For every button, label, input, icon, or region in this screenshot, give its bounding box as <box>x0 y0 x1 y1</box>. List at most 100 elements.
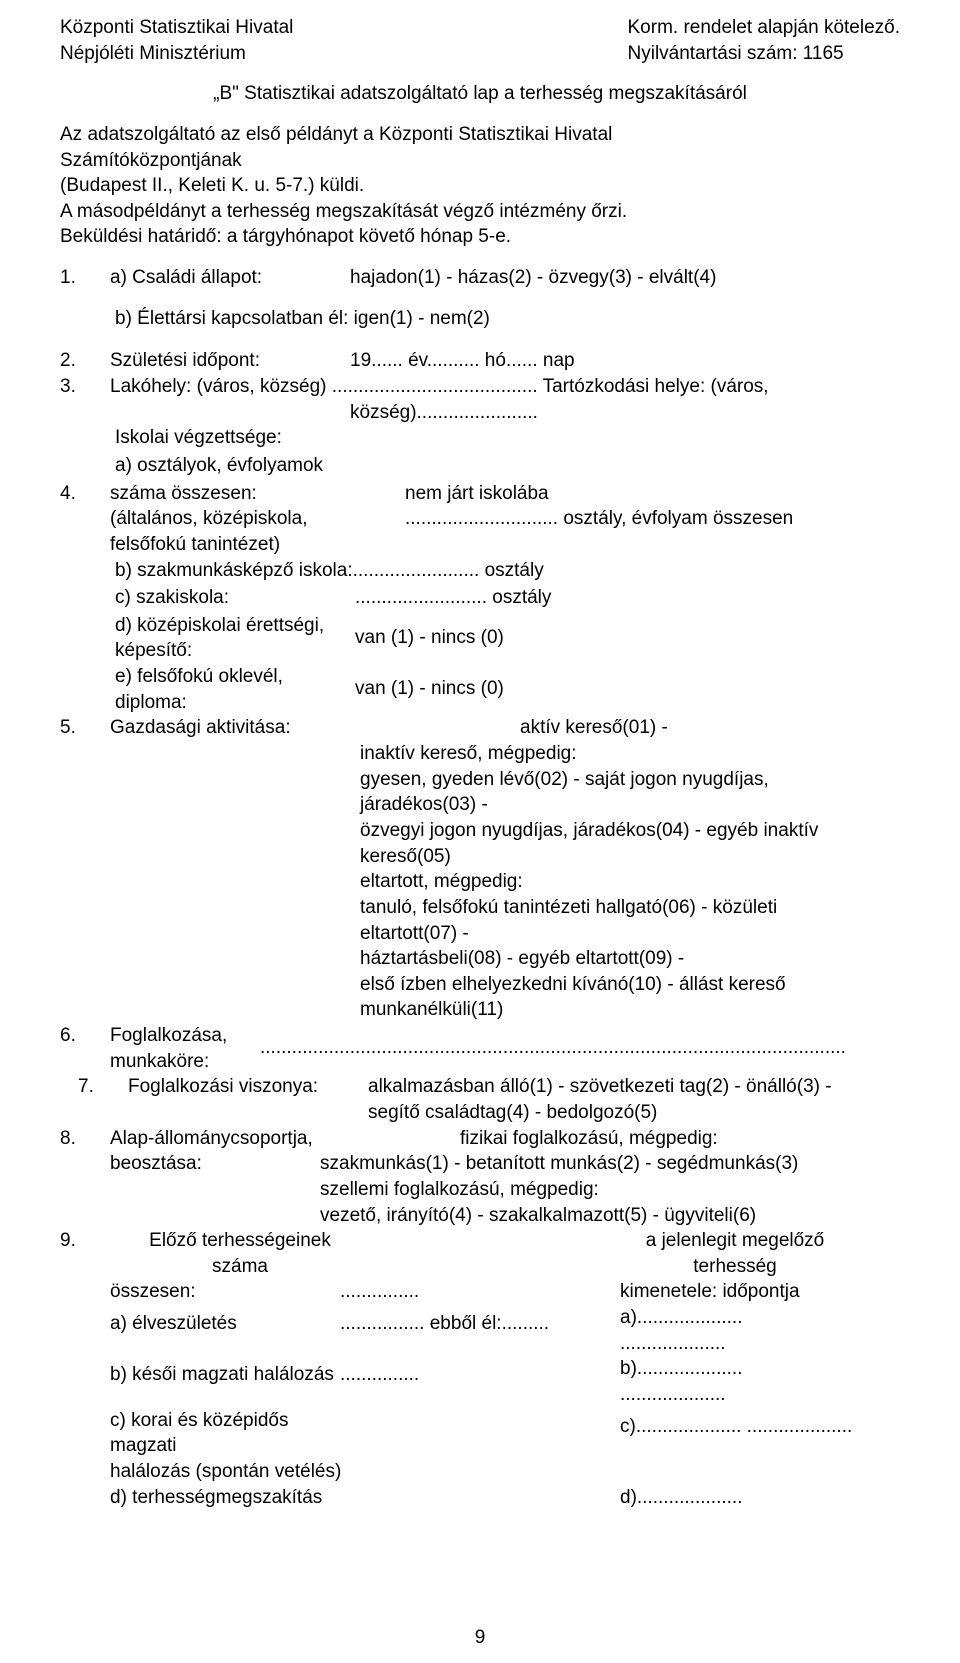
q6-label2: munkaköre: <box>110 1049 260 1075</box>
q4-sub-b: b) szakmunkásképző iskola:..............… <box>60 558 900 584</box>
q4-col3b: ............................. osztály, é… <box>405 506 900 532</box>
q8-body3: szellemi foglalkozású, mégpedig: <box>60 1177 900 1203</box>
q5-body: inaktív kereső, mégpedig: gyesen, gyeden… <box>60 741 900 1023</box>
q9-a-label: a) élveszületés <box>60 1305 340 1356</box>
q5-l10: első ízben elhelyezkedni kívánó(10) - ál… <box>360 972 900 998</box>
q8-body1: fizikai foglalkozású, mégpedig: <box>390 1126 900 1152</box>
document-page: Központi Statisztikai Hivatal Népjóléti … <box>0 0 960 1663</box>
header-right-2: Nyilvántartási szám: 1165 <box>628 41 901 67</box>
intro-line-1: Az adatszolgáltató az első példányt a Kö… <box>60 122 900 148</box>
q1-body: hajadon(1) - házas(2) - özvegy(3) - elvá… <box>350 265 716 291</box>
q4-sub-e-body: van (1) - nincs (0) <box>355 664 504 702</box>
q7-label: Foglalkozási viszonya: <box>128 1074 368 1125</box>
q8: 8. Alap-állománycsoportja, fizikai fogla… <box>60 1126 900 1229</box>
q8-body4: vezető, irányító(4) - szakalkalmazott(5)… <box>60 1203 900 1229</box>
q3-body-a: ....................................... … <box>332 376 769 397</box>
org-name-1: Központi Statisztikai Hivatal <box>60 15 293 41</box>
q5-l6: eltartott, mégpedig: <box>360 869 900 895</box>
page-number: 9 <box>0 1625 960 1651</box>
q4-sub-d-label2: képesítő: <box>115 638 355 664</box>
intro-line-3: (Budapest II., Keleti K. u. 5-7.) küldi. <box>60 173 900 199</box>
q3-body-b: község)....................... <box>60 400 900 426</box>
q9-left1: Előző terhességeinek <box>110 1228 370 1254</box>
q4-sub-c-body: ......................... osztály <box>355 585 551 611</box>
q9-b-mid: ............... <box>340 1356 620 1407</box>
q9-a-mid: ................ ebből él:......... <box>340 1305 620 1356</box>
header-right: Korm. rendelet alapján kötelező. Nyilván… <box>628 15 901 66</box>
q5-l7: tanuló, felsőfokú tanintézeti hallgató(0… <box>360 895 900 921</box>
q5: 5. Gazdasági aktivitása: aktív kereső(01… <box>60 715 900 1023</box>
header-right-1: Korm. rendelet alapján kötelező. <box>628 15 901 41</box>
q4: 4. száma összesen: nem járt iskolába (ál… <box>60 481 900 716</box>
intro-line-5: Beküldési határidő: a tárgyhónapot követ… <box>60 224 900 250</box>
q1: 1. a) Családi állapot: hajadon(1) - háza… <box>60 265 900 331</box>
q4-col2b: (általános, középiskola, <box>110 506 405 532</box>
header-row: Központi Statisztikai Hivatal Népjóléti … <box>60 15 900 66</box>
q9-a-right2: .................... <box>620 1331 900 1357</box>
q3-label-a: Lakóhely: (város, község) <box>110 376 327 397</box>
q9-b-right1: b).................... <box>620 1356 900 1382</box>
q8-label2: beosztása: <box>110 1151 250 1177</box>
q4-sub-e-label: e) felsőfokú oklevél, <box>115 664 355 690</box>
q9-c-label1: c) korai és középidős <box>110 1408 340 1434</box>
org-name-2: Népjóléti Minisztérium <box>60 41 293 67</box>
q9-b-right2: .................... <box>620 1382 900 1408</box>
q9-a-right1: a).................... <box>620 1305 900 1331</box>
q5-number: 5. <box>60 715 110 741</box>
header-left: Központi Statisztikai Hivatal Népjóléti … <box>60 15 293 66</box>
q4-sub-d-body: van (1) - nincs (0) <box>355 613 504 651</box>
q6-label1: Foglalkozása, <box>110 1023 260 1049</box>
q9-number: 9. <box>60 1228 110 1279</box>
q2-label: Születési időpont: <box>110 348 350 374</box>
q3-sub2: a) osztályok, évfolyamok <box>60 453 900 479</box>
q7: 7. Foglalkozási viszonya: alkalmazásban … <box>60 1074 900 1125</box>
q5-l2: gyesen, gyeden lévő(02) - saját jogon ny… <box>360 767 900 793</box>
q9-osszesen-dots: ............... <box>340 1279 620 1305</box>
q4-col2a: száma összesen: <box>110 481 405 507</box>
q7-body1: alkalmazásban álló(1) - szövetkezeti tag… <box>368 1074 900 1100</box>
q9-c-right: c).................... .................… <box>620 1408 900 1459</box>
q9-d-label: d) terhességmegszakítás <box>60 1485 340 1511</box>
q5-l8: eltartott(07) - <box>360 921 900 947</box>
q5-l3: járadékos(03) - <box>360 792 900 818</box>
q5-l1: inaktív kereső, mégpedig: <box>360 741 900 767</box>
q9-d-right: d).................... <box>620 1485 900 1511</box>
q2-body: 19...... év.......... hó...... nap <box>350 348 575 374</box>
q9-c-label2: magzati <box>110 1433 340 1459</box>
q7-number: 7. <box>60 1074 128 1125</box>
intro-block: Az adatszolgáltató az első példányt a Kö… <box>60 122 900 250</box>
q6-number: 6. <box>60 1023 110 1074</box>
q9-kimenetele: kimenetele: időpontja <box>620 1279 900 1305</box>
q8-label1: Alap-állománycsoportja, <box>110 1126 390 1152</box>
q3: 3. Lakóhely: (város, község) ...........… <box>60 374 900 479</box>
intro-line-2: Számítóközpontjának <box>60 148 900 174</box>
q6-dots: ........................................… <box>260 1023 900 1074</box>
intro-line-4: A másodpéldányt a terhesség megszakításá… <box>60 199 900 225</box>
q9-b-label: b) késői magzati halálozás <box>60 1356 340 1407</box>
q4-sub-c-label: c) szakiskola: <box>115 585 355 611</box>
q4-number: 4. <box>60 481 110 507</box>
q5-label: Gazdasági aktivitása: <box>110 715 350 741</box>
q5-l11: munkanélküli(11) <box>360 997 900 1023</box>
q9-osszesen: összesen: <box>60 1279 340 1305</box>
q4-sub-e-label2: diploma: <box>115 690 355 716</box>
q9-left2: száma <box>110 1254 370 1280</box>
q5-l4: özvegyi jogon nyugdíjas, járadékos(04) -… <box>360 818 900 844</box>
q6: 6. Foglalkozása, munkaköre: ............… <box>60 1023 900 1074</box>
q9: 9. Előző terhességeinek száma a jelenleg… <box>60 1228 900 1510</box>
q3-sub1: Iskolai végzettsége: <box>60 425 900 451</box>
q1-sub: b) Élettársi kapcsolatban él: igen(1) - … <box>60 306 900 332</box>
form-title: „B" Statisztikai adatszolgáltató lap a t… <box>60 81 900 107</box>
q4-col3a: nem járt iskolába <box>405 481 900 507</box>
q7-body2: segítő családtag(4) - bedolgozó(5) <box>368 1100 900 1126</box>
q9-right1: a jelenlegit megelőző <box>570 1228 900 1254</box>
q5-l9: háztartásbeli(08) - egyéb eltartott(09) … <box>360 946 900 972</box>
q5-l5: kereső(05) <box>360 844 900 870</box>
q1-number: 1. <box>60 265 110 291</box>
q1-label: a) Családi állapot: <box>110 265 350 291</box>
q5-first: aktív kereső(01) - <box>350 715 900 741</box>
q8-number: 8. <box>60 1126 110 1152</box>
q4-col2c: felsőfokú tanintézet) <box>110 532 405 558</box>
q2-number: 2. <box>60 348 110 374</box>
q9-c-label3: halálozás (spontán vetélés) <box>60 1459 900 1485</box>
